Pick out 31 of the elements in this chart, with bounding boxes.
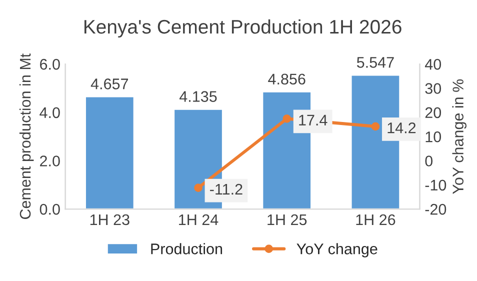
y-axis-title: Cement production in Mt bbox=[19, 53, 34, 220]
y2-tick-label: 40 bbox=[424, 58, 442, 70]
data-label: 4.657 bbox=[90, 78, 128, 90]
y2-tick-label: 20 bbox=[425, 107, 442, 118]
y-tick-label: 4.0 bbox=[40, 107, 60, 118]
y2-tick-label: -10 bbox=[425, 180, 446, 191]
y-tick-label: 6.0 bbox=[40, 58, 60, 70]
y-tick-label: 2.0 bbox=[40, 156, 60, 166]
point bbox=[282, 114, 292, 123]
data-label: 4.856 bbox=[268, 74, 306, 85]
data-label: 14.2 bbox=[388, 122, 416, 134]
y2-tick-label: 30 bbox=[425, 83, 442, 94]
point bbox=[194, 184, 202, 192]
legend-label: Production bbox=[151, 243, 222, 254]
chart-title: Kenya's Cement Production 1H 2026 bbox=[84, 19, 402, 38]
data-label: 5.547 bbox=[356, 57, 394, 68]
data-label: 4.135 bbox=[179, 91, 217, 102]
data-label: 17.4 bbox=[299, 114, 328, 126]
x-tick-label: 1H 24 bbox=[179, 214, 218, 225]
x-tick-label: 1H 26 bbox=[356, 214, 396, 226]
x-tick-label: 1H 25 bbox=[268, 214, 307, 226]
legend-label: YoY change bbox=[296, 243, 378, 258]
x-tick-label: 1H 23 bbox=[90, 214, 130, 226]
bar bbox=[84, 96, 135, 210]
data-label: -11.2 bbox=[210, 184, 242, 195]
y-tick-label: 0.0 bbox=[40, 204, 60, 215]
y2-tick-label: 10 bbox=[426, 131, 442, 142]
y2-tick-label: 0 bbox=[425, 156, 433, 166]
y2-axis-title: YoY change in % bbox=[452, 79, 466, 194]
y2-tick-label: -20 bbox=[425, 204, 446, 215]
point bbox=[371, 122, 380, 131]
